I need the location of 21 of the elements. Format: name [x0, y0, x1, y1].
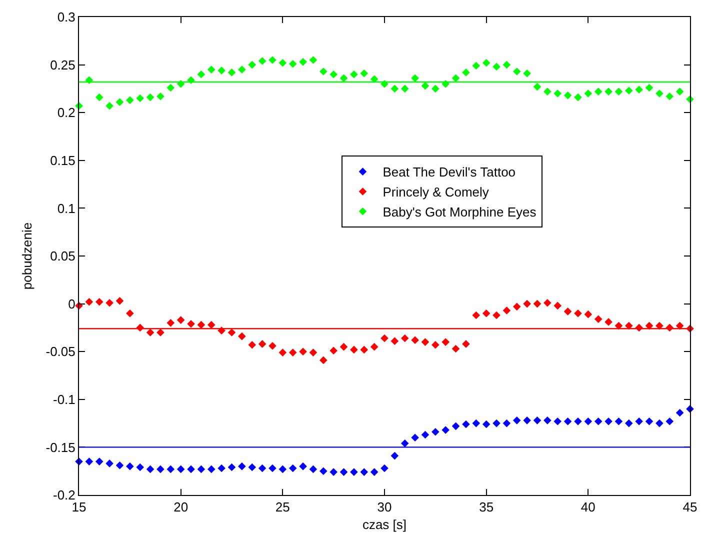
y-tick-label: 0.15	[50, 152, 76, 168]
y-axis-title: pobudzenie	[20, 222, 35, 290]
y-tick-label: 0.1	[57, 200, 76, 216]
y-tick-label: -0.05	[46, 344, 76, 360]
y-tick-label: 0.2	[57, 105, 76, 120]
y-tick-label: 0.3	[57, 10, 76, 25]
y-tick-label: -0.15	[46, 440, 76, 455]
y-tick-label: 0	[68, 296, 76, 312]
legend-label: Princely & Comely	[382, 184, 490, 200]
x-tick-label: 20	[174, 500, 188, 515]
y-tick-label: 0.25	[50, 57, 76, 72]
x-axis-title: czas [s]	[362, 517, 407, 532]
x-tick-label: 45	[682, 500, 698, 515]
x-tick-label: 35	[479, 500, 494, 515]
x-tick-label: 40	[580, 500, 596, 515]
y-tick-label: 0.05	[50, 248, 76, 264]
x-tick-label: 25	[275, 500, 290, 515]
legend-label: Beat The Devil's Tattoo	[382, 164, 516, 180]
x-tick-label: 30	[377, 500, 392, 515]
legend-label: Baby's Got Morphine Eyes	[382, 204, 537, 220]
y-tick-label: -0.1	[52, 392, 76, 407]
